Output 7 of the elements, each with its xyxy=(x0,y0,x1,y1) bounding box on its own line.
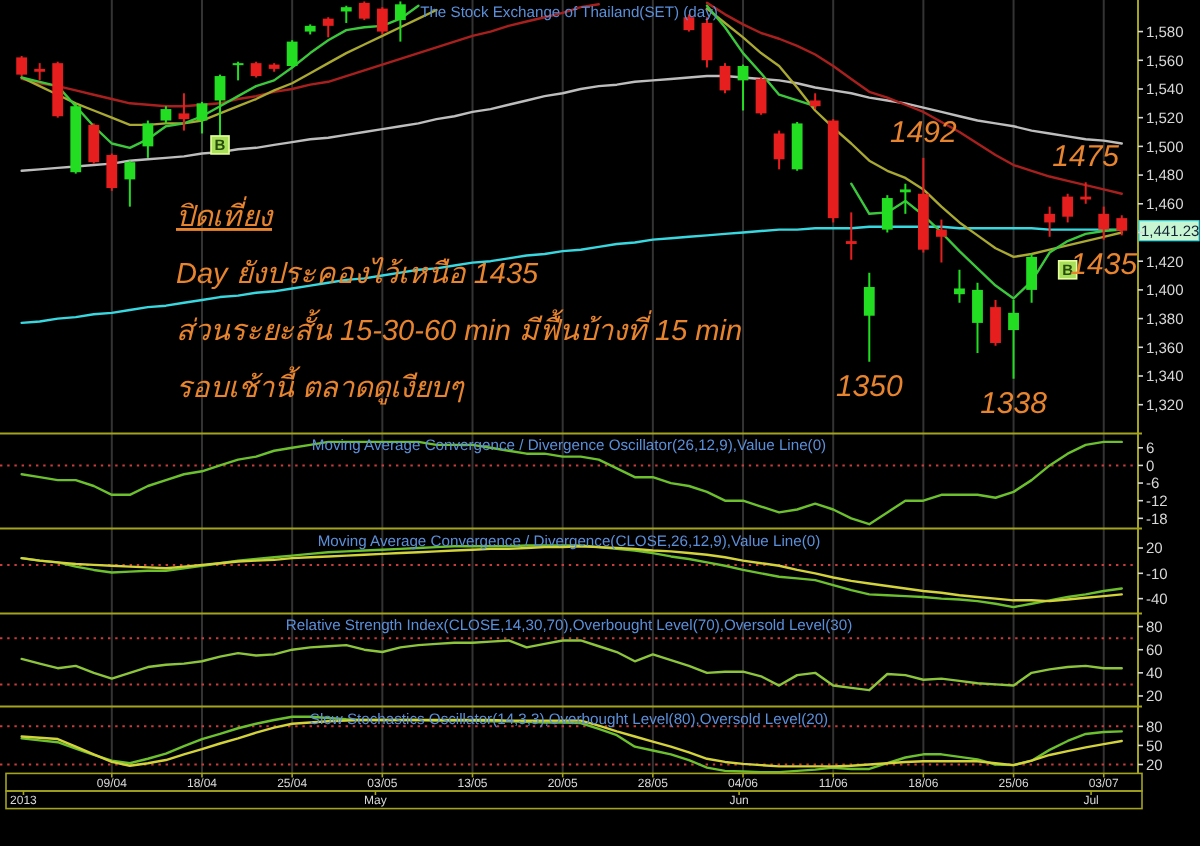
annotation: ปิดเที่ยง xyxy=(176,196,274,234)
annotation: 1492 xyxy=(890,115,959,150)
annotation: 1350 xyxy=(835,369,904,404)
annotation: ส่วนระยะสั้น 15-30-60 min มีฟื้นบ้างที่ 15 min xyxy=(176,308,743,348)
annotation: รอบเช้านี้ ตลาดดูเงียบๆ xyxy=(176,365,467,405)
annotation: 1475 xyxy=(1052,140,1121,175)
annotation: 1338 xyxy=(980,386,1049,421)
